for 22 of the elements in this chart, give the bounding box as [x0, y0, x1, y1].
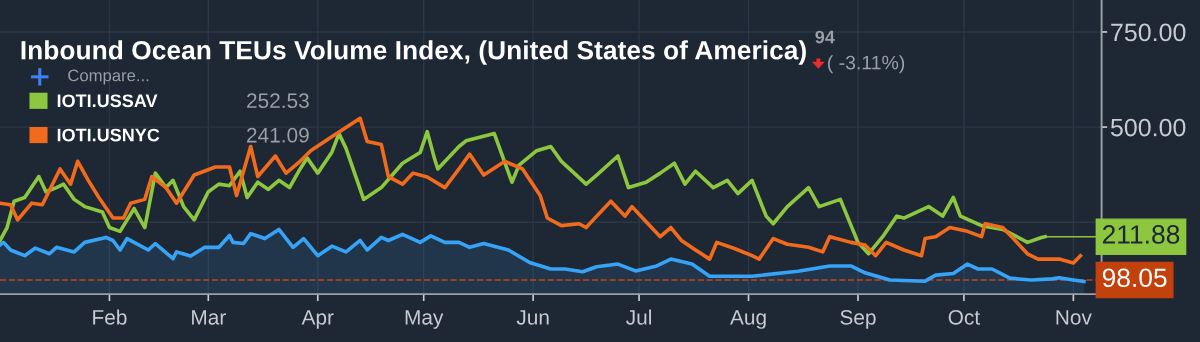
annotation: 252.53: [247, 93, 309, 109]
x-tick-label: Sep: [840, 309, 876, 329]
x-tick-label: Mar: [192, 310, 226, 325]
x-tick-label: Jul: [626, 309, 651, 325]
y-tick-label: 500.00: [1110, 118, 1186, 137]
ref-line-label: 98.05: [1102, 268, 1167, 288]
x-tick-label: Feb: [93, 309, 127, 325]
annotation: 241.09: [247, 127, 309, 143]
annotation: Compare...: [68, 69, 149, 85]
x-tick-label: Apr: [301, 310, 334, 329]
x-tick-label: Aug: [730, 310, 766, 329]
x-tick-label: Jun: [516, 310, 549, 325]
annotation: 94: [815, 30, 835, 44]
annotation: 211.88: [1102, 225, 1180, 244]
legend-label: IOTI.USSAV: [57, 94, 158, 108]
legend-label: IOTI.USNYC: [57, 128, 160, 142]
x-tick-label: Oct: [948, 309, 980, 325]
text: Inbound Ocean TEUs Volume Index, (United States of America): [21, 40, 806, 65]
x-tick-label: May: [405, 310, 444, 329]
y-tick-label: 750.00: [1111, 23, 1186, 42]
x-tick-label: Nov: [1056, 310, 1092, 325]
annotation: ( -3.11%): [827, 55, 905, 74]
